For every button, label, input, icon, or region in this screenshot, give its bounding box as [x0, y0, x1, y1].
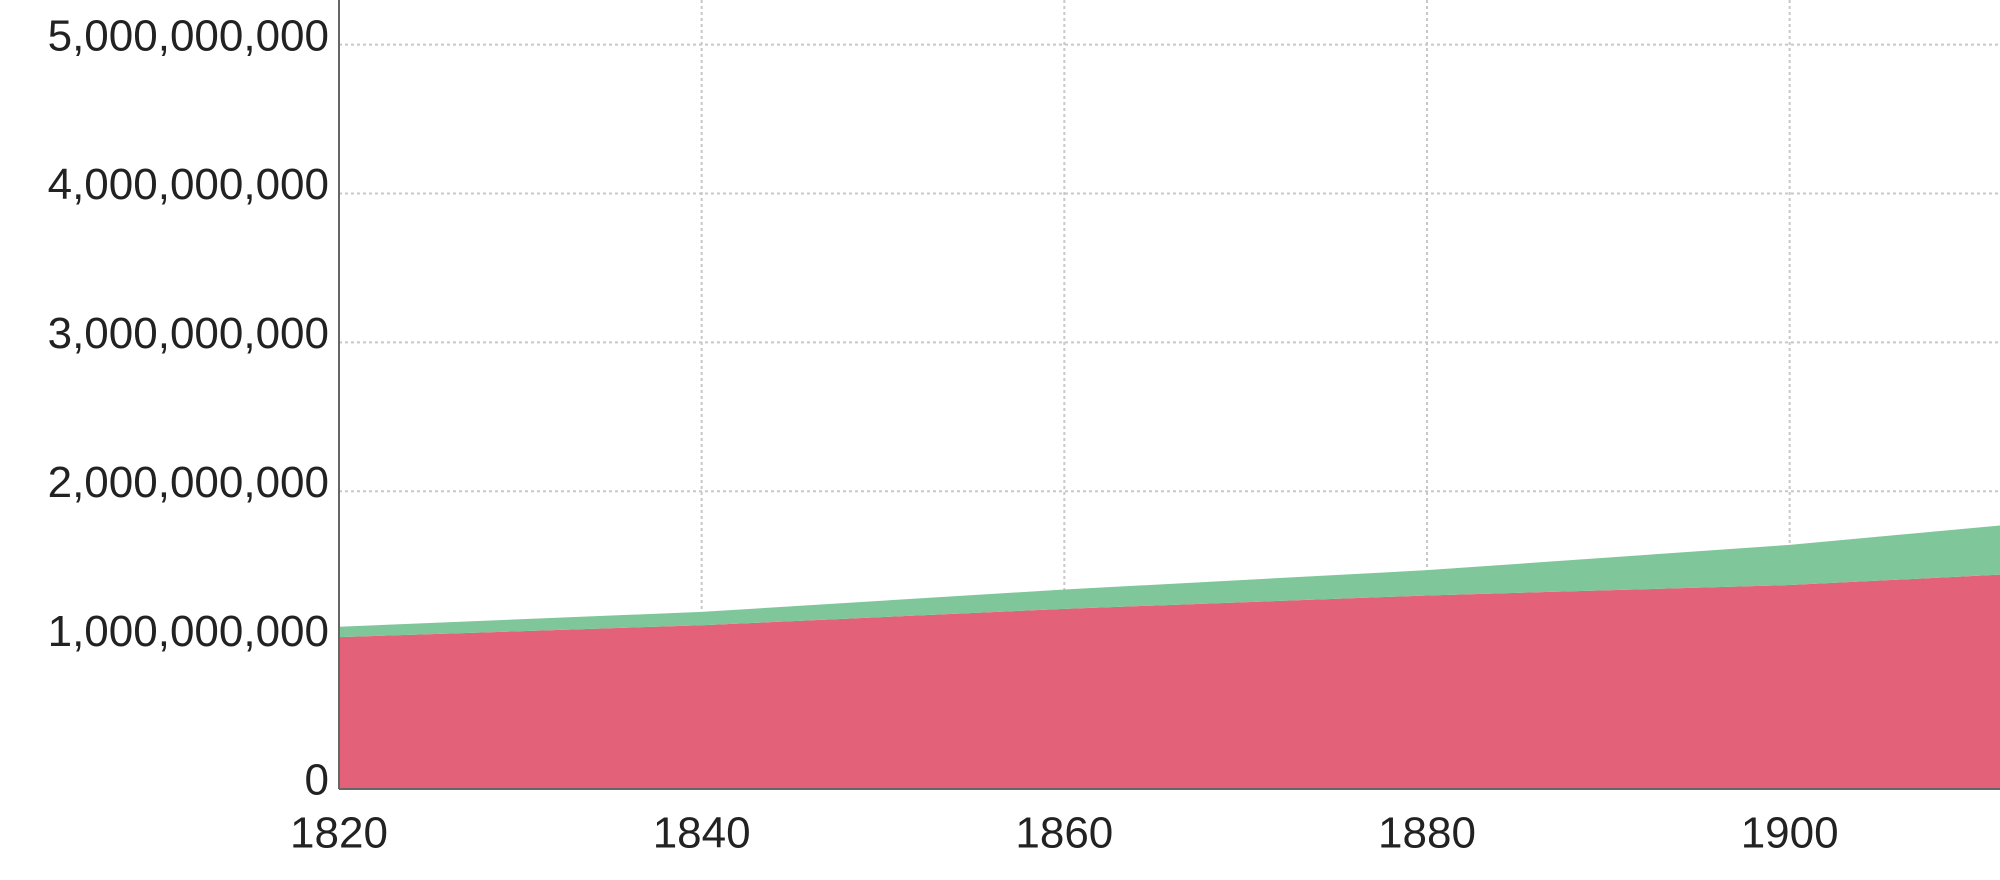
- x-tick-label: 1900: [1741, 809, 1839, 858]
- y-tick-label: 2,000,000,000: [48, 458, 329, 507]
- x-tick-label: 1880: [1378, 809, 1476, 858]
- y-tick-label: 0: [305, 756, 329, 805]
- y-tick-label: 5,000,000,000: [48, 11, 329, 60]
- x-tick-label: 1820: [290, 809, 388, 858]
- area: [339, 574, 2000, 789]
- x-tick-label: 1860: [1015, 809, 1113, 858]
- y-tick-label: 3,000,000,000: [48, 309, 329, 358]
- area: [339, 525, 2000, 638]
- x-tick-label: 1840: [653, 809, 751, 858]
- y-tick-label: 1,000,000,000: [48, 607, 329, 656]
- y-tick-label: 4,000,000,000: [48, 160, 329, 209]
